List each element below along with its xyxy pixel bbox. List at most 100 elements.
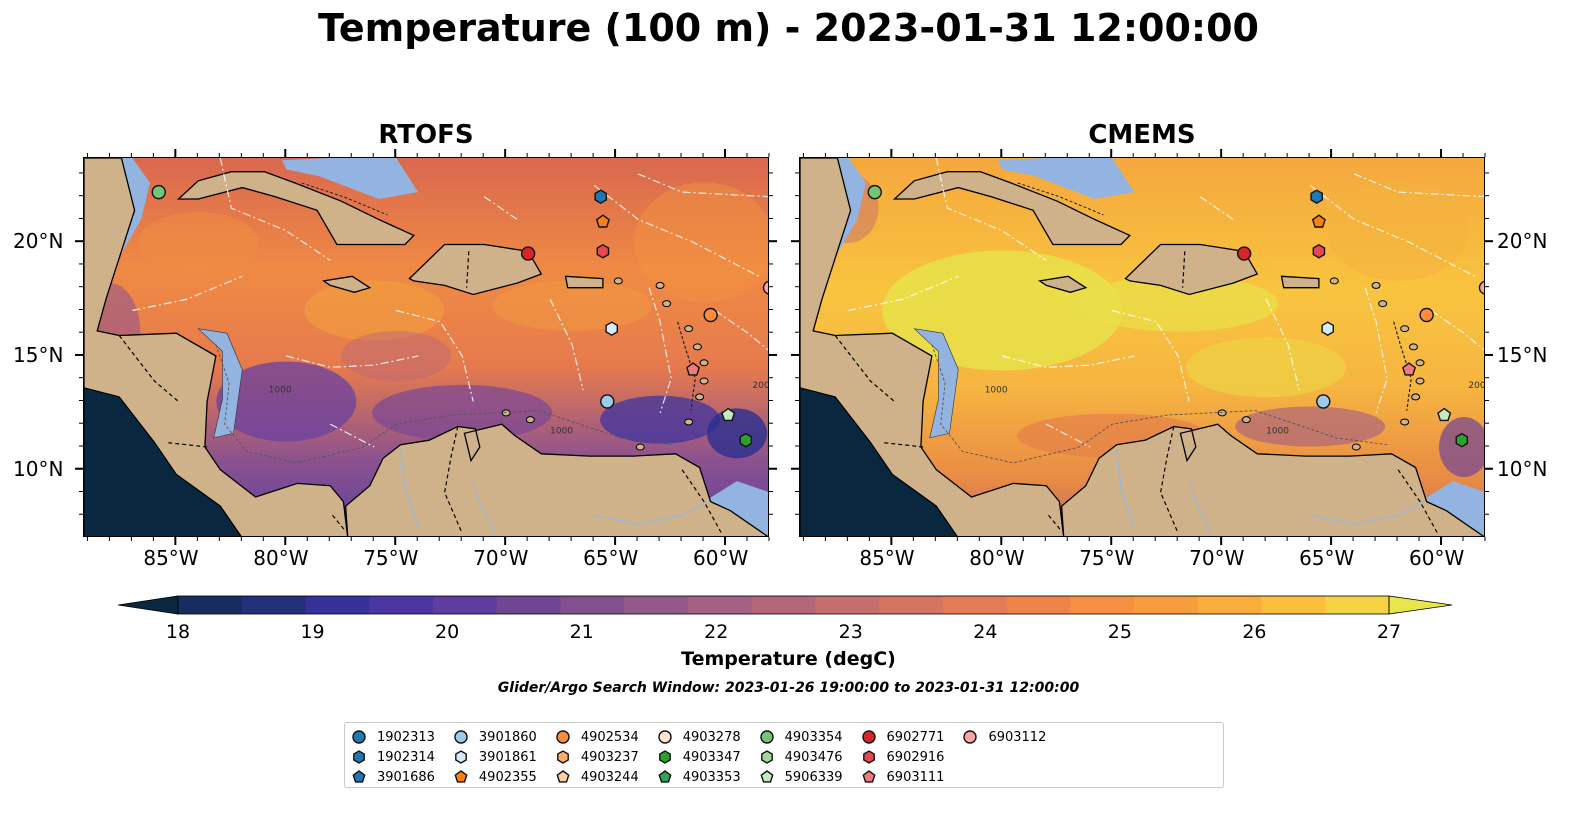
legend-item-4903237: 4903237 bbox=[555, 747, 639, 767]
hexagon-marker-icon bbox=[760, 750, 773, 764]
circle-marker-icon bbox=[658, 730, 672, 744]
float-marker-4903354[interactable] bbox=[867, 184, 882, 200]
circle-marker-icon bbox=[556, 730, 570, 744]
float-marker-4902534[interactable] bbox=[1419, 307, 1434, 323]
float-marker-6903111[interactable] bbox=[1402, 362, 1417, 376]
lon-tick-label: 65°W bbox=[583, 546, 639, 570]
legend-label: 6903112 bbox=[988, 729, 1047, 745]
lon-tick-label: 60°W bbox=[1409, 546, 1465, 570]
float-marker-4903347[interactable] bbox=[1455, 432, 1469, 448]
float-marker-4902355[interactable] bbox=[1311, 214, 1326, 228]
legend-column: 6903112 bbox=[962, 727, 1046, 787]
hexagon-marker-icon bbox=[658, 750, 671, 764]
legend-label: 4902355 bbox=[478, 769, 537, 785]
float-marker-3901861[interactable] bbox=[605, 321, 618, 337]
circle-marker-icon bbox=[861, 730, 876, 744]
colorbar-segment bbox=[305, 596, 370, 614]
lon-tick-label: 75°W bbox=[1079, 546, 1135, 570]
float-marker-6902771[interactable] bbox=[1236, 246, 1252, 261]
hexagon-marker-icon bbox=[455, 750, 467, 764]
colorbar-segment bbox=[178, 596, 243, 614]
pentagon-marker-icon bbox=[454, 770, 468, 783]
circle-marker-icon bbox=[352, 730, 366, 744]
map-panel-cmems[interactable]: 1000 1000 2000 bbox=[799, 157, 1485, 537]
float-marker-5906339[interactable] bbox=[1437, 407, 1452, 422]
colorbar-tick-label: 27 bbox=[1376, 621, 1402, 643]
colorbar-segment bbox=[879, 596, 944, 614]
float-marker-4902355[interactable] bbox=[595, 214, 610, 228]
legend-label: 6902771 bbox=[886, 729, 945, 745]
lon-tick-label: 80°W bbox=[969, 546, 1025, 570]
lat-tick-label-left: 20°N bbox=[13, 229, 64, 254]
legend-label: 3901860 bbox=[478, 729, 537, 745]
legend-item-4903354: 4903354 bbox=[759, 727, 843, 747]
colorbar-segment bbox=[432, 596, 498, 614]
lat-tick-label-right: 15°N bbox=[1497, 342, 1548, 367]
legend-label: 3901686 bbox=[377, 769, 435, 785]
legend-label: 4902534 bbox=[580, 729, 639, 745]
float-marker-6902916[interactable] bbox=[1312, 243, 1326, 259]
float-marker-4902534[interactable] bbox=[703, 307, 718, 323]
float-marker-3901861[interactable] bbox=[1321, 321, 1334, 337]
lat-tick-label-right: 20°N bbox=[1497, 229, 1548, 254]
lon-tick-label: 70°W bbox=[1189, 546, 1245, 570]
float-marker-4903347[interactable] bbox=[739, 432, 753, 448]
colorbar-segment bbox=[560, 596, 625, 614]
lon-tick-label: 85°W bbox=[143, 546, 199, 570]
pentagon-marker-icon bbox=[658, 770, 672, 783]
colorbar-segment bbox=[1261, 596, 1326, 614]
float-marker-3901860[interactable] bbox=[1316, 394, 1331, 409]
float-marker-4903354[interactable] bbox=[151, 184, 166, 200]
float-marker-5906339[interactable] bbox=[721, 407, 736, 422]
hexagon-marker-icon bbox=[353, 750, 365, 764]
float-marker-1902314[interactable] bbox=[1310, 189, 1323, 205]
colorbar-max-extend bbox=[1388, 595, 1453, 615]
legend-label: 4903353 bbox=[682, 769, 741, 785]
pentagon-marker-icon bbox=[760, 770, 774, 783]
colorbar-segment bbox=[751, 596, 816, 614]
colorbar-tick-label: 22 bbox=[704, 621, 729, 643]
float-marker-6903112[interactable] bbox=[762, 280, 770, 295]
legend-item-4902355: 4902355 bbox=[453, 767, 537, 787]
legend-item-3901860: 3901860 bbox=[453, 727, 537, 747]
float-marker-6902916[interactable] bbox=[596, 243, 610, 259]
circle-marker-icon bbox=[454, 730, 468, 744]
float-marker-6903112[interactable] bbox=[1478, 280, 1486, 295]
legend-label: 6903111 bbox=[886, 769, 945, 785]
float-marker-3901860[interactable] bbox=[600, 394, 615, 409]
legend-item-6902916: 6902916 bbox=[861, 747, 945, 767]
colorbar-min-extend bbox=[117, 595, 179, 615]
legend-column: 1902313 1902314 3901686 bbox=[351, 727, 435, 787]
legend-column: 4902534 4903237 4903244 bbox=[555, 727, 639, 787]
lat-tick-label-left: 15°N bbox=[13, 342, 64, 367]
pentagon-marker-icon bbox=[862, 770, 876, 783]
legend-label: 3901861 bbox=[478, 749, 537, 765]
lat-tick-label-left: 10°N bbox=[13, 456, 64, 481]
colorbar-tick-label: 18 bbox=[165, 621, 191, 643]
colorbar-tick-label: 19 bbox=[300, 621, 325, 643]
figure-title: Temperature (100 m) - 2023-01-31 12:00:0… bbox=[317, 6, 1259, 50]
map-panel-rtofs[interactable]: 1000 1000 2000 bbox=[83, 157, 769, 537]
legend-label: 6902916 bbox=[886, 749, 945, 765]
legend-item-3901861: 3901861 bbox=[453, 747, 537, 767]
lon-tick-label: 85°W bbox=[859, 546, 915, 570]
float-marker-6903111[interactable] bbox=[686, 362, 701, 376]
lon-tick-label: 70°W bbox=[473, 546, 529, 570]
legend-item-4903347: 4903347 bbox=[657, 747, 741, 767]
hexagon-marker-icon bbox=[556, 750, 569, 764]
float-marker-6902771[interactable] bbox=[520, 246, 536, 261]
colorbar-tick-label: 21 bbox=[569, 621, 594, 643]
lat-tick-label-right: 10°N bbox=[1497, 456, 1548, 481]
legend-column: 4903278 4903347 4903353 bbox=[657, 727, 741, 787]
colorbar-tick-label: 25 bbox=[1107, 621, 1132, 643]
colorbar-segment bbox=[241, 596, 306, 614]
colorbar-tick-label: 24 bbox=[973, 621, 998, 643]
legend-column: 3901860 3901861 4902355 bbox=[453, 727, 537, 787]
panel-title-left: RTOFS bbox=[378, 120, 474, 150]
legend-column: 6902771 6902916 6903111 bbox=[861, 727, 945, 787]
colorbar-segment bbox=[1197, 596, 1263, 614]
float-marker-1902314[interactable] bbox=[594, 189, 607, 205]
search-window-text: Glider/Argo Search Window: 2023-01-26 19… bbox=[497, 680, 1080, 696]
colorbar-segment bbox=[1006, 596, 1071, 614]
legend-item-6903111: 6903111 bbox=[861, 767, 945, 787]
